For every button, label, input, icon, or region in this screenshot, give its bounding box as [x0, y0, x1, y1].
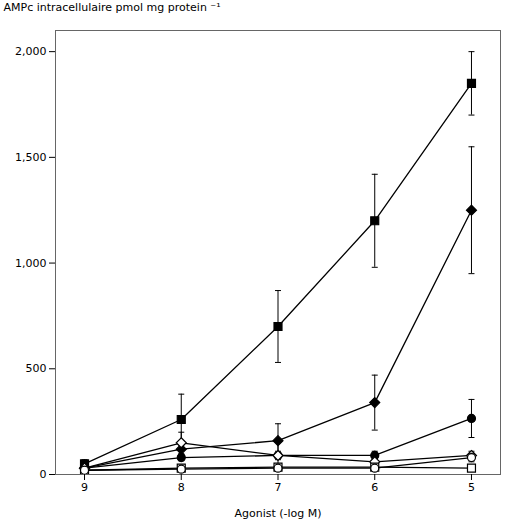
svg-text:0: 0	[40, 468, 47, 481]
svg-text:1,000: 1,000	[15, 257, 47, 270]
svg-text:8: 8	[178, 481, 185, 494]
svg-text:Agonist (-log M): Agonist (-log M)	[234, 507, 321, 519]
svg-text:1,500: 1,500	[15, 151, 47, 164]
svg-text:2,000: 2,000	[15, 45, 47, 58]
svg-text:9: 9	[81, 481, 88, 494]
svg-text:7: 7	[275, 481, 282, 494]
svg-text:AMPc intracellulaire pmol mg p: AMPc intracellulaire pmol mg protein ⁻¹	[4, 1, 221, 14]
svg-text:6: 6	[371, 481, 378, 494]
svg-text:5: 5	[468, 481, 475, 494]
svg-text:500: 500	[26, 362, 47, 375]
